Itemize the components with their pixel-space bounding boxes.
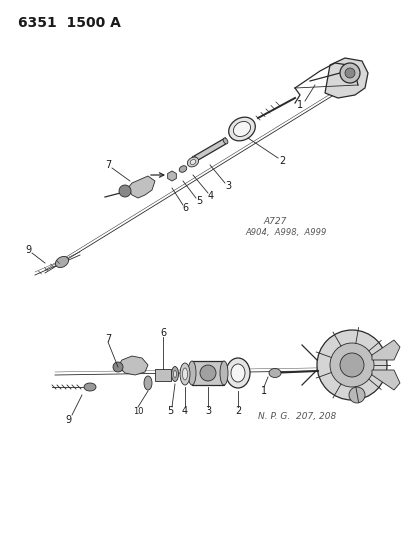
Ellipse shape <box>233 122 250 136</box>
Text: 5: 5 <box>196 196 202 206</box>
Ellipse shape <box>173 370 176 377</box>
Text: N. P. G.  207, 208: N. P. G. 207, 208 <box>257 413 335 422</box>
Bar <box>191 361 223 385</box>
Polygon shape <box>194 138 225 162</box>
Text: 5: 5 <box>166 406 173 416</box>
Ellipse shape <box>187 157 198 167</box>
Text: 6: 6 <box>160 328 166 338</box>
Text: 2: 2 <box>278 156 284 166</box>
Ellipse shape <box>188 361 196 385</box>
Circle shape <box>339 353 363 377</box>
Text: 1: 1 <box>260 386 266 396</box>
Polygon shape <box>118 356 148 375</box>
Ellipse shape <box>228 117 255 141</box>
Text: 6351  1500 A: 6351 1500 A <box>18 16 121 30</box>
Text: A727: A727 <box>262 216 285 225</box>
Polygon shape <box>371 340 399 360</box>
Bar <box>155 369 171 381</box>
Text: 10: 10 <box>133 407 143 416</box>
Text: 9: 9 <box>25 245 31 255</box>
Text: A904,  A998,  A999: A904, A998, A999 <box>245 228 326 237</box>
Ellipse shape <box>191 156 196 162</box>
Ellipse shape <box>190 159 196 165</box>
Ellipse shape <box>230 364 245 382</box>
Text: 4: 4 <box>182 406 188 416</box>
Text: 3: 3 <box>204 406 211 416</box>
Circle shape <box>113 362 123 372</box>
Polygon shape <box>371 370 399 390</box>
Circle shape <box>200 365 216 381</box>
Circle shape <box>348 387 364 403</box>
Text: 3: 3 <box>225 181 231 191</box>
Circle shape <box>329 343 373 387</box>
Ellipse shape <box>179 166 187 172</box>
Ellipse shape <box>182 368 187 380</box>
Ellipse shape <box>222 138 227 144</box>
Circle shape <box>339 63 359 83</box>
Ellipse shape <box>220 361 227 385</box>
Circle shape <box>316 330 386 400</box>
Polygon shape <box>128 176 155 198</box>
Polygon shape <box>167 171 176 181</box>
Circle shape <box>344 68 354 78</box>
Ellipse shape <box>268 368 280 377</box>
Text: 7: 7 <box>105 160 111 170</box>
Ellipse shape <box>144 376 152 390</box>
Circle shape <box>119 185 131 197</box>
Text: 9: 9 <box>65 415 71 425</box>
Polygon shape <box>324 58 367 98</box>
Text: 2: 2 <box>234 406 240 416</box>
Text: 1: 1 <box>296 100 302 110</box>
Text: 7: 7 <box>105 334 111 344</box>
Ellipse shape <box>180 363 189 385</box>
Ellipse shape <box>84 383 96 391</box>
Ellipse shape <box>225 358 249 388</box>
Text: 6: 6 <box>182 203 188 213</box>
Ellipse shape <box>171 367 178 382</box>
Ellipse shape <box>55 256 68 268</box>
Text: 4: 4 <box>207 191 213 201</box>
